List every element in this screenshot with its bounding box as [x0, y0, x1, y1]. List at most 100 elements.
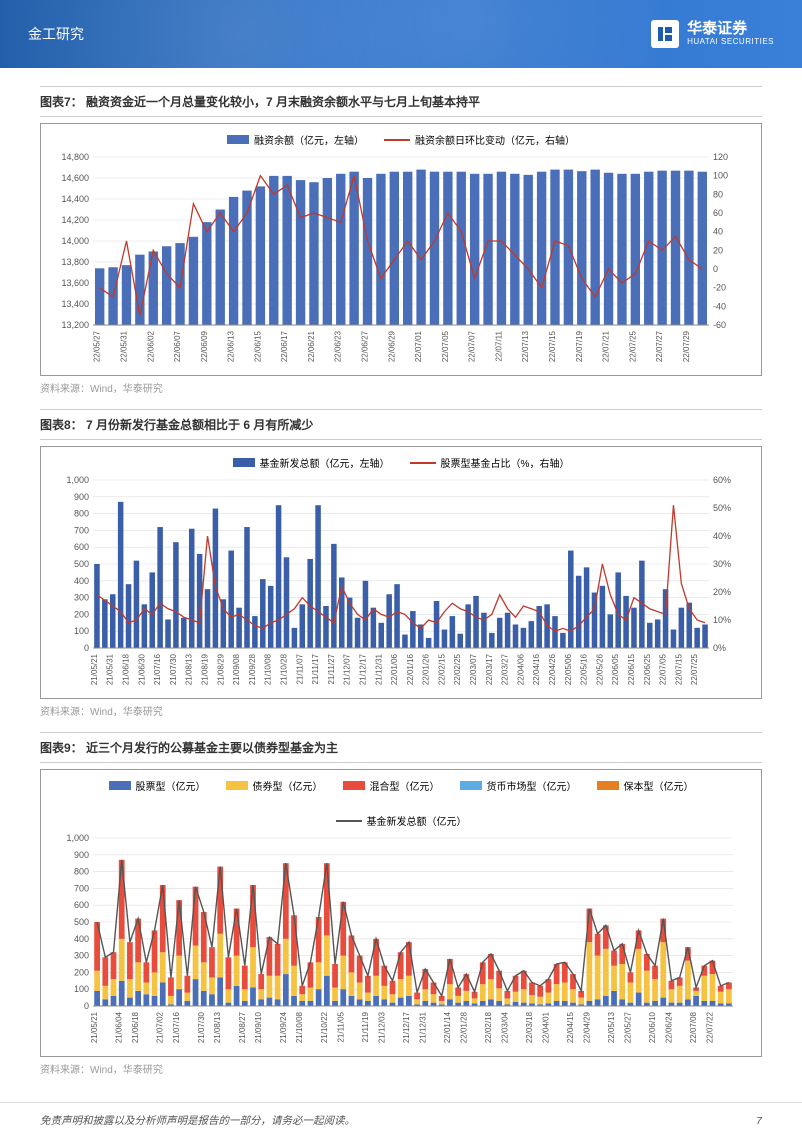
svg-text:21/08/29: 21/08/29 — [216, 653, 225, 685]
svg-text:22/03/04: 22/03/04 — [500, 1011, 509, 1043]
chart7-legend-bar: 融资余额（亿元，左轴） — [227, 132, 364, 147]
svg-text:400: 400 — [74, 934, 89, 944]
svg-text:22/01/16: 22/01/16 — [406, 653, 415, 685]
svg-text:21/10/22: 21/10/22 — [320, 1011, 329, 1043]
svg-text:700: 700 — [74, 525, 89, 535]
svg-text:22/07/13: 22/07/13 — [521, 330, 530, 362]
page-header: 金工研究 华泰证券 HUATAI SECURITIES — [0, 0, 802, 68]
svg-text:21/05/21: 21/05/21 — [90, 1011, 99, 1043]
svg-text:21/06/18: 21/06/18 — [122, 653, 131, 685]
svg-text:0: 0 — [84, 1001, 89, 1011]
chart7-legend: 融资余额（亿元，左轴） 融资余额日环比变动（亿元，右轴） — [51, 132, 751, 147]
page-footer: 免责声明和披露以及分析师声明是报告的一部分，请务必一起阅读。 7 — [0, 1102, 802, 1146]
svg-text:22/04/01: 22/04/01 — [541, 1011, 550, 1043]
chart8-block: 图表8： 7 月份新发行基金总额相比于 6 月有所减少 基金新发总额（亿元，左轴… — [40, 409, 762, 718]
svg-text:21/06/18: 21/06/18 — [131, 1011, 140, 1043]
chart9-legend-item: 债券型（亿元） — [226, 778, 323, 793]
svg-text:22/07/11: 22/07/11 — [494, 330, 503, 361]
svg-text:10%: 10% — [713, 615, 731, 625]
svg-text:21/06/04: 21/06/04 — [115, 1011, 124, 1043]
chart8-source: 资料来源：Wind，华泰研究 — [40, 703, 762, 718]
svg-text:22/05/31: 22/05/31 — [119, 330, 128, 362]
svg-text:22/05/27: 22/05/27 — [93, 330, 102, 362]
svg-text:600: 600 — [74, 900, 89, 910]
chart9-legend-item: 股票型（亿元） — [109, 778, 206, 793]
svg-text:22/07/21: 22/07/21 — [602, 330, 611, 362]
chart7-title: 图表7： 融资资金近一个月总量变化较小，7 月末融资余额水平与七月上旬基本持平 — [40, 86, 762, 117]
svg-text:21/10/28: 21/10/28 — [279, 653, 288, 685]
svg-text:0: 0 — [84, 643, 89, 653]
svg-text:80: 80 — [713, 189, 723, 199]
svg-text:21/07/16: 21/07/16 — [153, 653, 162, 685]
svg-text:40%: 40% — [713, 531, 731, 541]
svg-text:21/08/19: 21/08/19 — [201, 653, 210, 685]
svg-text:-40: -40 — [713, 301, 726, 311]
svg-text:22/05/16: 22/05/16 — [580, 653, 589, 685]
chart9-legend-item: 货币市场型（亿元） — [460, 778, 577, 793]
svg-text:22/06/13: 22/06/13 — [227, 330, 236, 362]
svg-text:22/06/02: 22/06/02 — [146, 330, 155, 362]
svg-text:22/07/07: 22/07/07 — [468, 330, 477, 362]
svg-text:22/06/09: 22/06/09 — [200, 330, 209, 362]
svg-text:22/06/24: 22/06/24 — [664, 1011, 673, 1043]
svg-text:22/07/25: 22/07/25 — [690, 653, 699, 685]
svg-text:400: 400 — [74, 576, 89, 586]
svg-text:21/12/31: 21/12/31 — [418, 1011, 427, 1043]
svg-text:14,800: 14,800 — [61, 152, 89, 162]
svg-text:22/07/15: 22/07/15 — [548, 330, 557, 362]
logo: 华泰证券 HUATAI SECURITIES — [651, 20, 774, 48]
svg-text:100: 100 — [74, 984, 89, 994]
svg-text:21/12/17: 21/12/17 — [402, 1011, 411, 1043]
chart8-legend-line-swatch — [410, 462, 436, 464]
svg-text:22/07/27: 22/07/27 — [655, 330, 664, 362]
svg-text:21/12/03: 21/12/03 — [377, 1011, 386, 1043]
svg-text:22/01/06: 22/01/06 — [390, 653, 399, 685]
svg-text:21/09/08: 21/09/08 — [232, 653, 241, 685]
chart9-box: 股票型（亿元）债券型（亿元）混合型（亿元）货币市场型（亿元）保本型（亿元）基金新… — [40, 769, 762, 1057]
svg-text:22/07/25: 22/07/25 — [628, 330, 637, 362]
svg-text:21/09/24: 21/09/24 — [279, 1011, 288, 1043]
svg-text:1,000: 1,000 — [66, 833, 89, 843]
chart7-svg: 13,20013,40013,60013,80014,00014,20014,4… — [51, 151, 751, 371]
svg-text:800: 800 — [74, 509, 89, 519]
svg-text:22/07/01: 22/07/01 — [414, 330, 423, 362]
svg-text:21/05/31: 21/05/31 — [106, 653, 115, 685]
svg-text:100: 100 — [74, 626, 89, 636]
disclaimer: 免责声明和披露以及分析师声明是报告的一部分，请务必一起阅读。 — [40, 1113, 355, 1128]
svg-text:900: 900 — [74, 850, 89, 860]
chart7-legend-bar-swatch — [227, 135, 249, 144]
svg-text:14,400: 14,400 — [61, 194, 89, 204]
svg-text:21/06/30: 21/06/30 — [137, 653, 146, 685]
svg-text:22/02/18: 22/02/18 — [484, 1011, 493, 1043]
svg-text:60%: 60% — [713, 475, 731, 485]
svg-text:21/07/30: 21/07/30 — [197, 1011, 206, 1043]
svg-text:22/06/10: 22/06/10 — [648, 1011, 657, 1043]
svg-text:21/07/30: 21/07/30 — [169, 653, 178, 685]
svg-text:22/04/29: 22/04/29 — [582, 1011, 591, 1043]
svg-text:21/12/17: 21/12/17 — [358, 653, 367, 685]
svg-text:1,000: 1,000 — [66, 475, 89, 485]
svg-text:21/12/07: 21/12/07 — [343, 653, 352, 685]
svg-text:22/06/05: 22/06/05 — [611, 653, 620, 685]
svg-text:22/04/16: 22/04/16 — [532, 653, 541, 685]
svg-text:14,000: 14,000 — [61, 236, 89, 246]
svg-text:30%: 30% — [713, 559, 731, 569]
svg-text:13,800: 13,800 — [61, 257, 89, 267]
page-body: 图表7： 融资资金近一个月总量变化较小，7 月末融资余额水平与七月上旬基本持平 … — [0, 68, 802, 1098]
svg-text:22/04/15: 22/04/15 — [566, 1011, 575, 1043]
chart8-legend-line: 股票型基金占比（%，右轴） — [410, 455, 570, 470]
svg-text:22/05/13: 22/05/13 — [607, 1011, 616, 1043]
svg-text:21/09/10: 21/09/10 — [254, 1011, 263, 1043]
chart7-source: 资料来源：Wind，华泰研究 — [40, 380, 762, 395]
svg-text:-20: -20 — [713, 283, 726, 293]
svg-text:22/06/29: 22/06/29 — [387, 330, 396, 362]
chart9-legend-item: 混合型（亿元） — [343, 778, 440, 793]
chart9-title: 图表9： 近三个月发行的公募基金主要以债券型基金为主 — [40, 732, 762, 763]
svg-text:21/10/08: 21/10/08 — [295, 1011, 304, 1043]
svg-text:22/02/25: 22/02/25 — [453, 653, 462, 685]
svg-text:21/10/08: 21/10/08 — [264, 653, 273, 685]
svg-text:14,200: 14,200 — [61, 215, 89, 225]
svg-text:22/06/21: 22/06/21 — [307, 330, 316, 362]
chart7-legend-line-swatch — [384, 139, 410, 141]
page-number: 7 — [756, 1115, 762, 1127]
